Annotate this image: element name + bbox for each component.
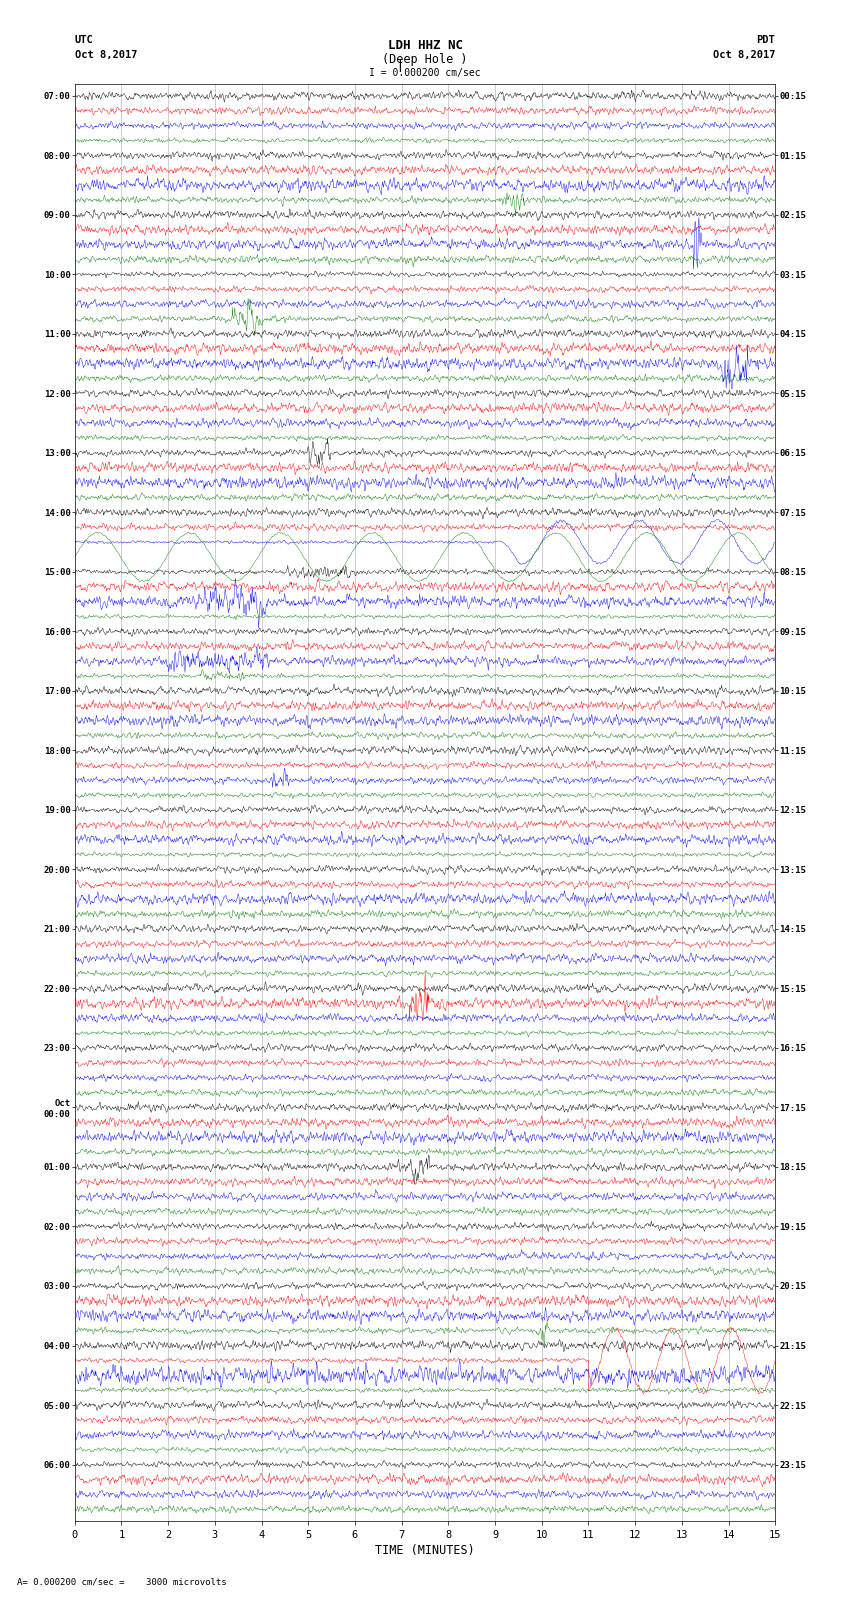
Text: Oct 8,2017: Oct 8,2017 [75,50,138,60]
Text: A= 0.000200 cm/sec =    3000 microvolts: A= 0.000200 cm/sec = 3000 microvolts [17,1578,227,1587]
Text: LDH HHZ NC: LDH HHZ NC [388,39,462,52]
Text: I = 0.000200 cm/sec: I = 0.000200 cm/sec [369,68,481,77]
Text: PDT: PDT [756,35,775,45]
X-axis label: TIME (MINUTES): TIME (MINUTES) [375,1544,475,1557]
Text: Oct 8,2017: Oct 8,2017 [712,50,775,60]
Text: UTC: UTC [75,35,94,45]
Text: (Deep Hole ): (Deep Hole ) [382,53,468,66]
